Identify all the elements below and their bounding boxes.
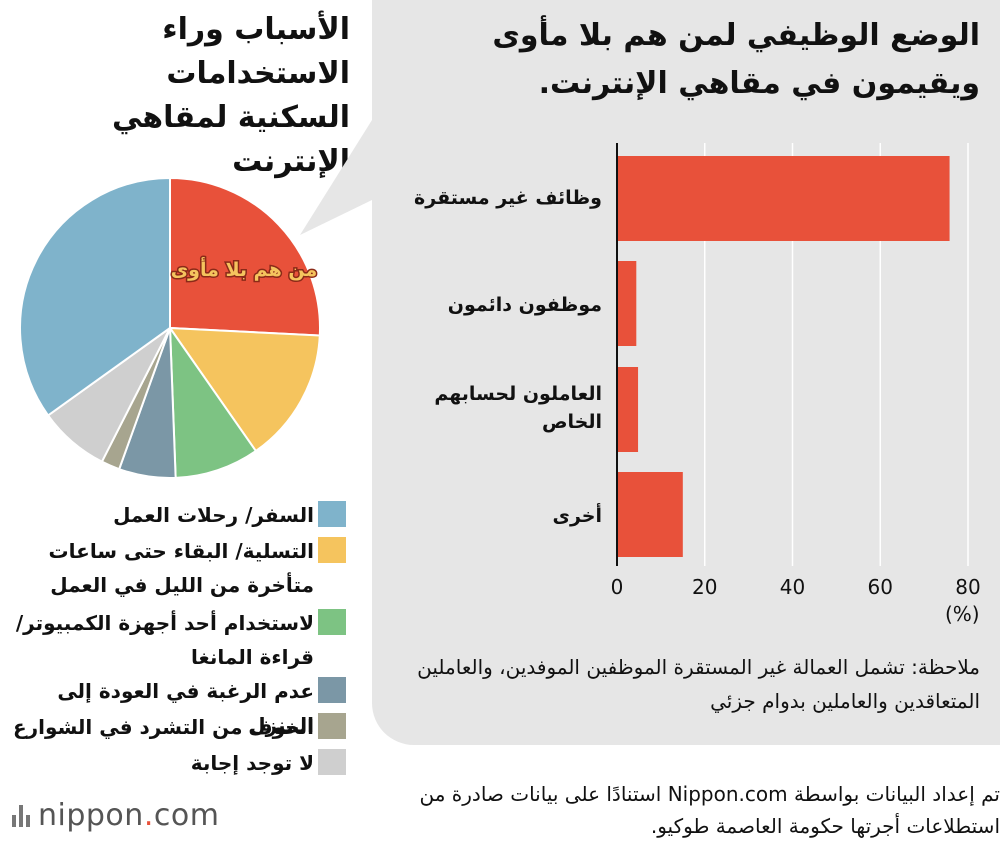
legend-item: عدم الرغبة في العودة إلى المنزل [4,674,346,742]
x-tick-label: 40 [780,575,805,599]
legend-swatch [318,713,346,739]
legend-item: التسلية/ البقاء حتى ساعات متأخرة من اللي… [4,534,346,602]
x-tick-label: 80 [955,575,980,599]
chart-note: ملاحظة: تشمل العمالة غير المستقرة الموظف… [417,655,980,713]
bar [617,367,639,452]
legend-label: لا توجد إجابة [190,751,314,775]
legend-label: السفر/ رحلات العمل [113,503,314,527]
source-note: تم إعداد البيانات بواسطة Nippon.com استن… [419,782,1000,838]
bar [617,261,637,346]
logo-wordmark: nippon.com [38,798,220,833]
legend-label: لاستخدام أحد أجهزة الكمبيوتر/ قراءة الما… [15,611,314,669]
chart-background-bubble [372,0,1000,745]
pie-slice [168,326,321,453]
bubble-tail [300,120,372,235]
legend-swatch [318,609,346,635]
nippon-logo: nippon.com [12,798,219,833]
pie-slice [19,176,171,417]
legend-label: التسلية/ البقاء حتى ساعات متأخرة من اللي… [48,539,314,597]
bar-category-label: أخرى [552,505,602,527]
bar-category-label: العاملون لحسابهم الخاص [434,383,602,433]
pie-chart-title: الأسباب وراء الاستخدامات السكنية لمقاهي … [111,12,350,179]
legend-swatch [318,537,346,563]
bar-category-label: وظائف غير مستقرة [414,187,602,209]
bar [617,472,683,557]
pie-slice-label: من هم بلا مأوى [171,257,317,281]
bar [617,156,950,241]
legend-swatch [318,501,346,527]
legend-swatch [318,677,346,703]
x-tick-label: 60 [868,575,893,599]
x-tick-label: 20 [692,575,717,599]
legend-item: لا توجد إجابة [4,746,346,780]
legend-swatch [318,749,346,775]
bar-chart-title: الوضع الوظيفي لمن هم بلا مأوى ويقيمون في… [492,18,980,101]
legend-item: لاستخدام أحد أجهزة الكمبيوتر/ قراءة الما… [4,606,346,674]
pie-slice [168,324,258,479]
legend-label: عدم الرغبة في العودة إلى المنزل [57,679,314,737]
bar-category-label: موظفون دائمون [447,294,602,316]
logo-bars-icon [12,804,30,827]
legend-item: الخوف من التشرد في الشوارع [4,710,346,744]
axis-unit-label: (%) [945,602,980,626]
pie-slice [169,176,321,337]
legend-item: السفر/ رحلات العمل [4,498,346,532]
x-tick-label: 0 [611,575,624,599]
legend-label: الخوف من التشرد في الشوارع [13,715,314,739]
